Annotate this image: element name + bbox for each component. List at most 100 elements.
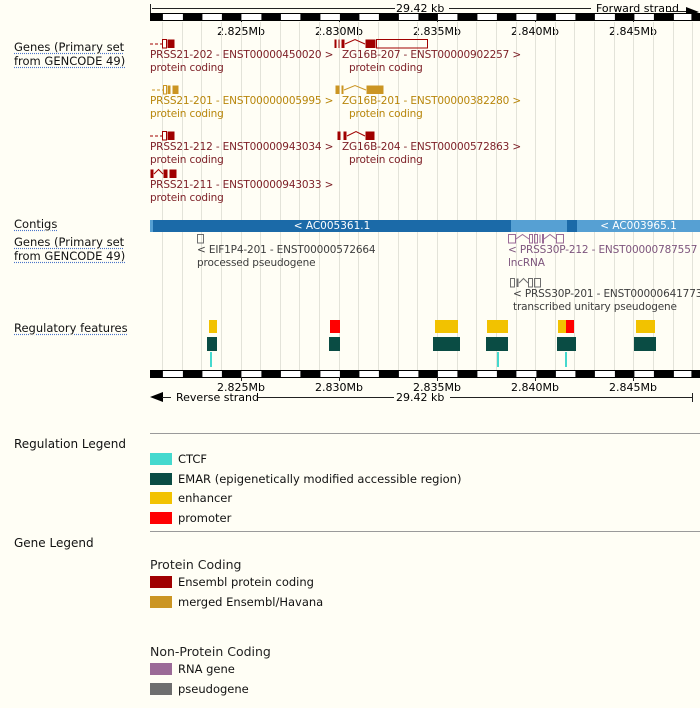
ctcf-feature[interactable] bbox=[210, 352, 212, 367]
enhancer-feature[interactable] bbox=[435, 320, 458, 333]
legend-item-label: CTCF bbox=[178, 452, 208, 466]
emar-feature[interactable] bbox=[557, 337, 576, 351]
gene_gold-legend-swatch bbox=[150, 596, 172, 608]
scale-tick-label: 2.835Mb bbox=[413, 381, 461, 394]
transcript-glyph[interactable] bbox=[150, 38, 177, 49]
transcript-biotype: protein coding bbox=[349, 154, 423, 166]
emar-feature[interactable] bbox=[329, 337, 340, 351]
gridline bbox=[672, 22, 674, 370]
transcript-glyph[interactable] bbox=[152, 84, 181, 95]
gridline bbox=[613, 22, 615, 370]
transcript-biotype: protein coding bbox=[349, 108, 423, 120]
transcript-glyph[interactable] bbox=[337, 130, 377, 141]
gene-legend-group-header: Non-Protein Coding bbox=[150, 644, 271, 659]
gridline bbox=[495, 22, 497, 370]
transcript-biotype: processed pseudogene bbox=[197, 257, 316, 269]
transcript-label[interactable]: PRSS21-212 - ENST00000943034 > bbox=[150, 141, 334, 153]
transcript-biotype: protein coding bbox=[150, 62, 224, 74]
transcript-label[interactable]: PRSS21-201 - ENST00000005995 > bbox=[150, 95, 334, 107]
gene-legend-title: Gene Legend bbox=[14, 536, 94, 550]
rna_gene-legend-swatch bbox=[150, 663, 172, 675]
gridline bbox=[240, 22, 242, 370]
gridline bbox=[476, 22, 478, 370]
transcript-biotype: lncRNA bbox=[508, 257, 545, 269]
legend-item-label: promoter bbox=[178, 510, 232, 525]
transcript-label[interactable]: < PRSS30P-212 - ENST00000787557 bbox=[508, 244, 698, 256]
gridline bbox=[397, 22, 399, 370]
transcript-glyph[interactable] bbox=[150, 168, 179, 179]
regulation-legend-title: Regulation Legend bbox=[14, 437, 126, 451]
scale-tick bbox=[633, 377, 634, 381]
span-length-label: 29.42 kb bbox=[396, 391, 445, 404]
emar-feature[interactable] bbox=[207, 337, 217, 351]
contig-segment[interactable]: < AC005361.1 bbox=[153, 220, 511, 232]
transcript-biotype: transcribed unitary pseudogene bbox=[513, 301, 677, 313]
forward-strand-label: Forward strand bbox=[596, 2, 679, 15]
scale-tick-label: 2.825Mb bbox=[217, 381, 265, 394]
transcript-label[interactable]: ZG16B-204 - ENST00000572863 > bbox=[342, 141, 522, 153]
promoter-legend-swatch bbox=[150, 511, 172, 524]
gridline bbox=[358, 22, 360, 370]
scale-tick-label: 2.840Mb bbox=[511, 381, 559, 394]
scale-tick-label: 2.845Mb bbox=[609, 381, 657, 394]
promoter-feature[interactable] bbox=[566, 320, 574, 333]
gridline bbox=[162, 22, 163, 370]
promoter-feature[interactable] bbox=[330, 320, 340, 333]
track-label-regulatory[interactable]: Regulatory features bbox=[14, 321, 128, 335]
gridline bbox=[378, 22, 380, 370]
gridline bbox=[181, 22, 183, 370]
enhancer-feature[interactable] bbox=[487, 320, 508, 333]
forward-arrow-tail bbox=[666, 11, 687, 12]
transcript-label[interactable]: PRSS21-202 - ENST00000450020 > bbox=[150, 49, 334, 61]
contig-segment[interactable] bbox=[511, 220, 567, 232]
enhancer-feature[interactable] bbox=[558, 320, 566, 333]
gridline bbox=[417, 22, 419, 370]
reverse-strand-label: Reverse strand bbox=[176, 391, 259, 404]
transcript-label[interactable]: < EIF1P4-201 - ENST00000572664 bbox=[197, 244, 376, 256]
ruler-line bbox=[449, 8, 591, 9]
track-label-genes-bottom[interactable]: Genes (Primary set from GENCODE 49) bbox=[14, 235, 126, 263]
ruler-endcap bbox=[150, 4, 151, 13]
enhancer-legend-swatch bbox=[150, 492, 172, 504]
transcript-label[interactable]: < PRSS30P-201 - ENST00000641773 bbox=[513, 288, 700, 300]
ctcf-feature[interactable] bbox=[497, 352, 499, 367]
legend-item-label: Ensembl protein coding bbox=[178, 575, 314, 589]
emar-feature[interactable] bbox=[433, 337, 460, 351]
transcript-label[interactable]: ZG16B-201 - ENST00000382280 > bbox=[342, 95, 522, 107]
ctcf-feature[interactable] bbox=[565, 352, 567, 367]
gridline bbox=[554, 22, 556, 370]
transcript-biotype: protein coding bbox=[349, 62, 423, 74]
scale-tick bbox=[339, 377, 340, 381]
transcript-glyph[interactable] bbox=[335, 84, 386, 95]
track-label-genes-top[interactable]: Genes (Primary set from GENCODE 49) bbox=[14, 40, 126, 68]
scale-tick bbox=[535, 377, 536, 381]
contig-segment[interactable]: < AC003965.1 bbox=[577, 220, 700, 232]
gridline bbox=[299, 22, 301, 370]
enhancer-feature[interactable] bbox=[209, 320, 217, 333]
gridline bbox=[279, 22, 281, 370]
gridline bbox=[260, 22, 262, 370]
contig-segment[interactable] bbox=[567, 220, 577, 232]
transcript-glyph[interactable] bbox=[150, 130, 177, 141]
transcript-glyph[interactable] bbox=[197, 233, 206, 244]
legend-item-label: pseudogene bbox=[178, 682, 249, 696]
scale-tick bbox=[437, 377, 438, 381]
scale-bar-top bbox=[150, 13, 700, 21]
transcript-glyph[interactable] bbox=[510, 277, 543, 288]
transcript-glyph[interactable] bbox=[508, 233, 566, 244]
emar-feature[interactable] bbox=[634, 337, 656, 351]
scale-tick bbox=[241, 377, 242, 381]
legend-item-label: RNA gene bbox=[178, 662, 235, 676]
scale-tick-label: 2.840Mb bbox=[505, 25, 565, 38]
transcript-label[interactable]: ZG16B-207 - ENST00000902257 > bbox=[342, 49, 522, 61]
divider bbox=[150, 433, 700, 434]
contig-segment[interactable] bbox=[150, 220, 153, 232]
transcript-label[interactable]: PRSS21-211 - ENST00000943033 > bbox=[150, 179, 334, 191]
track-label-contigs[interactable]: Contigs bbox=[14, 217, 58, 231]
emar-feature[interactable] bbox=[486, 337, 508, 351]
transcript-glyph[interactable] bbox=[334, 38, 430, 49]
transcript-biotype: protein coding bbox=[150, 192, 224, 204]
enhancer-feature[interactable] bbox=[636, 320, 655, 333]
ruler-line bbox=[258, 397, 394, 398]
